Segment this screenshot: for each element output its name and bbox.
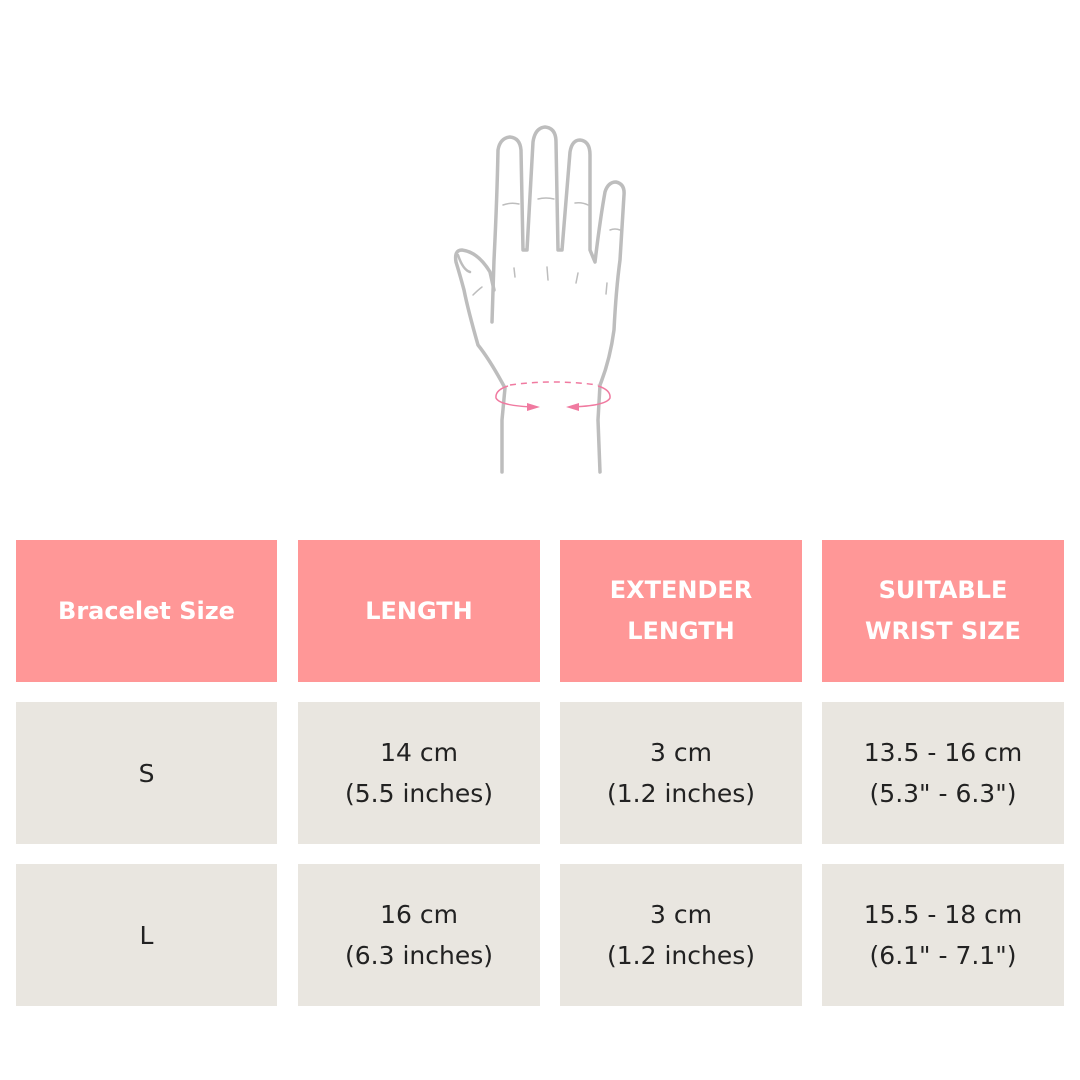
header-suitable-wrist-size: SUITABLE WRIST SIZE xyxy=(822,540,1064,682)
header-length: LENGTH xyxy=(298,540,540,682)
cell-text: S xyxy=(138,758,155,788)
row-s-wrist: 13.5 - 16 cm (5.3" - 6.3") xyxy=(822,702,1064,844)
hand-wrist-measurement-icon xyxy=(453,125,626,474)
header-extender-length: EXTENDER LENGTH xyxy=(560,540,802,682)
cell-text: (5.5 inches) xyxy=(345,779,493,808)
row-s-extender: 3 cm (1.2 inches) xyxy=(560,702,802,844)
row-l-size: L xyxy=(16,864,277,1006)
row-s-size: S xyxy=(16,702,277,844)
header-text: WRIST SIZE xyxy=(865,617,1021,645)
cell-text: (5.3" - 6.3") xyxy=(869,779,1017,808)
cell-text: 15.5 - 18 cm xyxy=(863,900,1023,929)
row-l-wrist: 15.5 - 18 cm (6.1" - 7.1") xyxy=(822,864,1064,1006)
cell-text: L xyxy=(139,920,154,950)
row-l-extender: 3 cm (1.2 inches) xyxy=(560,864,802,1006)
header-text: Bracelet Size xyxy=(58,596,235,625)
cell-text: (1.2 inches) xyxy=(607,779,755,808)
header-text: LENGTH xyxy=(365,596,473,625)
cell-text: 3 cm xyxy=(650,900,712,929)
cell-text: 14 cm xyxy=(380,738,458,767)
wrist-measure-line xyxy=(495,381,611,408)
cell-text: (6.1" - 7.1") xyxy=(869,941,1017,970)
header-bracelet-size: Bracelet Size xyxy=(16,540,277,682)
cell-text: 13.5 - 16 cm xyxy=(863,738,1023,767)
cell-text: (1.2 inches) xyxy=(607,941,755,970)
row-s-length: 14 cm (5.5 inches) xyxy=(298,702,540,844)
cell-text: 3 cm xyxy=(650,738,712,767)
header-text: SUITABLE xyxy=(878,576,1008,604)
cell-text: (6.3 inches) xyxy=(345,941,493,970)
header-text: EXTENDER xyxy=(609,576,753,604)
row-l-length: 16 cm (6.3 inches) xyxy=(298,864,540,1006)
header-text: LENGTH xyxy=(627,617,735,645)
cell-text: 16 cm xyxy=(380,900,458,929)
